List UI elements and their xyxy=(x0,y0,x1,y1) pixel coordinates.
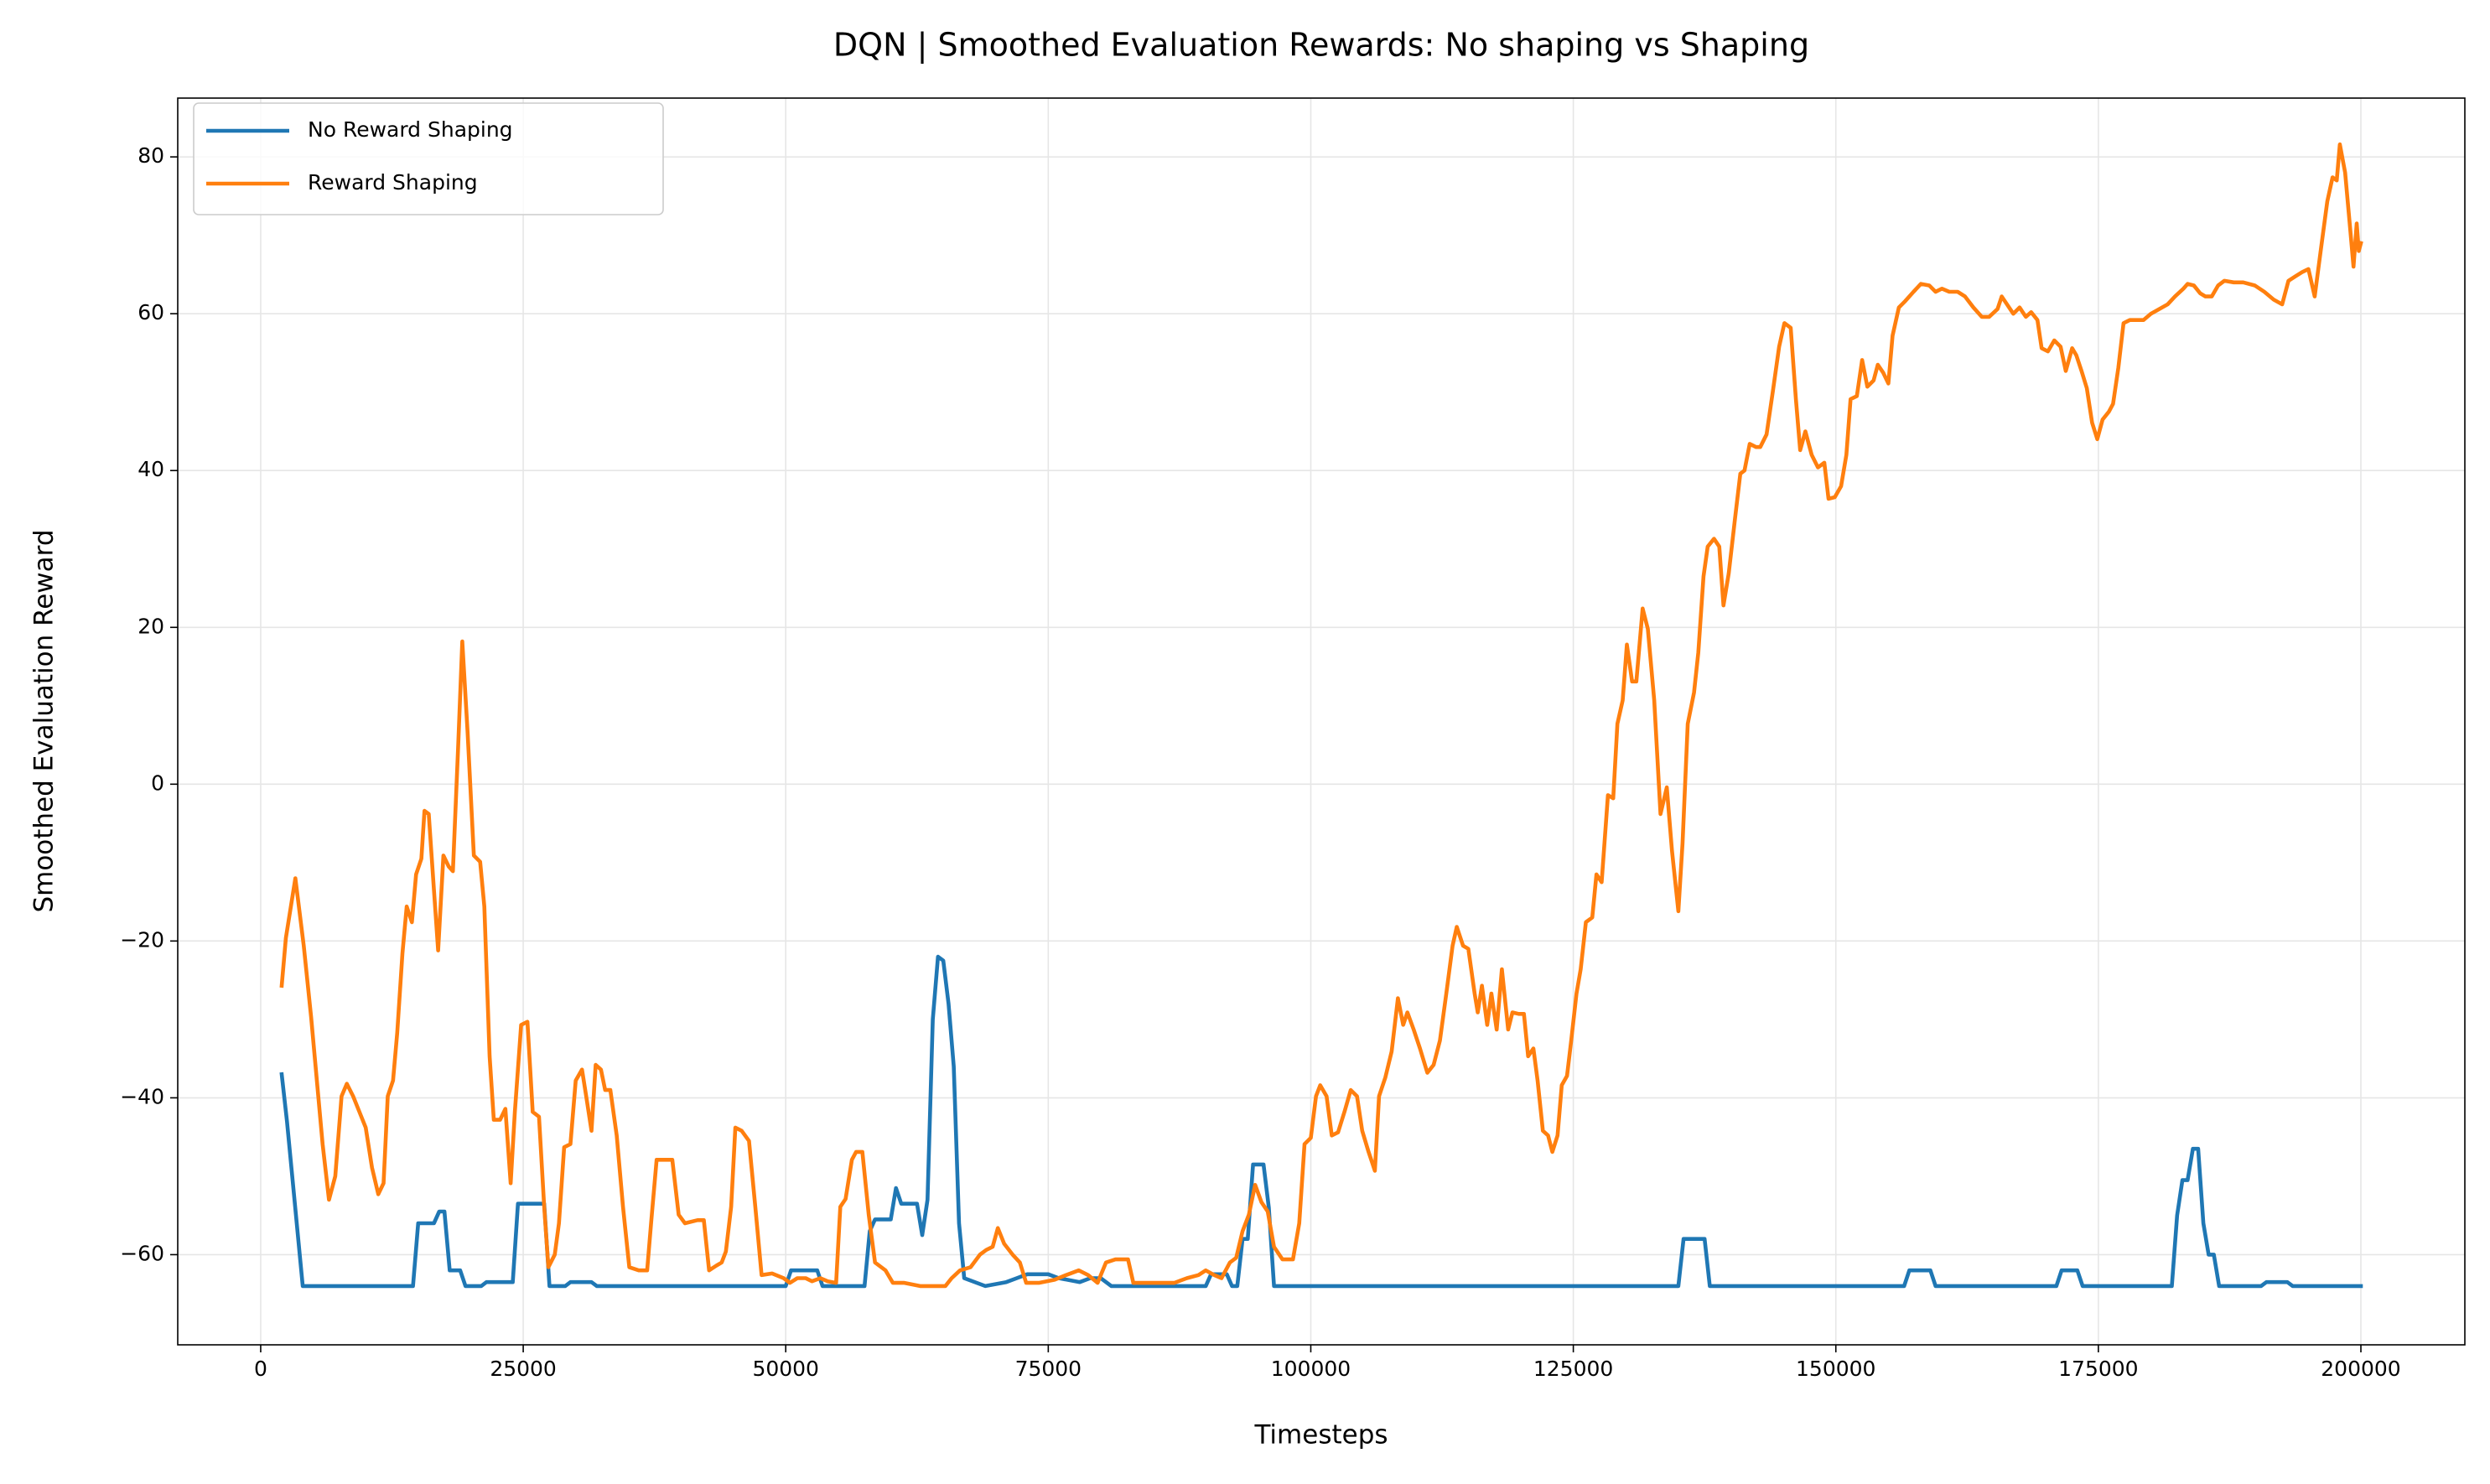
y-tick-label: −20 xyxy=(120,927,164,952)
x-tick-label: 50000 xyxy=(752,1357,819,1381)
x-tick-label: 75000 xyxy=(1015,1357,1082,1381)
y-axis-label: Smoothed Evaluation Reward xyxy=(29,529,60,912)
y-tick-label: 40 xyxy=(137,457,164,481)
plot-frame xyxy=(177,97,2466,1346)
x-tick-label: 100000 xyxy=(1271,1357,1351,1381)
y-tick-label: 0 xyxy=(151,771,164,795)
legend-box xyxy=(193,102,664,215)
y-tick-label: −40 xyxy=(120,1084,164,1108)
chart-title: DQN | Smoothed Evaluation Rewards: No sh… xyxy=(833,27,1809,65)
x-tick-label: 25000 xyxy=(490,1357,557,1381)
y-tick-label: 20 xyxy=(137,614,164,638)
x-axis-label: Timesteps xyxy=(1253,1420,1388,1450)
legend-label: No Reward Shaping xyxy=(308,117,513,142)
x-tick-label: 125000 xyxy=(1533,1357,1613,1381)
data-line xyxy=(279,142,2363,1289)
legend-label: Reward Shaping xyxy=(308,170,478,195)
data-line xyxy=(279,954,2363,1289)
x-tick-label: 0 xyxy=(254,1357,267,1381)
y-tick-label: −60 xyxy=(120,1241,164,1265)
x-tick-label: 150000 xyxy=(1796,1357,1875,1381)
y-tick-label: 80 xyxy=(137,143,164,168)
x-tick-label: 200000 xyxy=(2321,1357,2400,1381)
legend: No Reward Shaping Reward Shaping xyxy=(193,102,664,215)
y-tick-label: 60 xyxy=(137,300,164,324)
x-tick-label: 175000 xyxy=(2058,1357,2138,1381)
